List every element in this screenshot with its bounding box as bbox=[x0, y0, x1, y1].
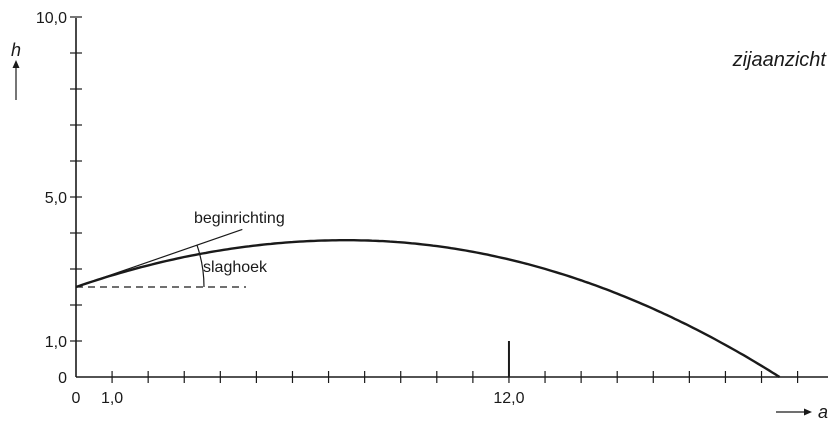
trajectory-curve bbox=[75, 238, 781, 379]
y-tick-label: 1,0 bbox=[45, 334, 67, 351]
y-axis-variable: h bbox=[11, 40, 21, 60]
beginrichting-label: beginrichting bbox=[194, 210, 285, 227]
axes bbox=[12, 18, 828, 416]
y-tick-label: 5,0 bbox=[45, 190, 67, 207]
x-tick-label: 0 bbox=[72, 390, 81, 407]
y-arrow-head bbox=[12, 60, 20, 68]
beginrichting-line bbox=[75, 228, 243, 288]
view-label: zijaanzicht bbox=[732, 49, 828, 71]
slaghoek-label: slaghoek bbox=[203, 259, 268, 276]
x-tick-label: 12,0 bbox=[493, 390, 524, 407]
trajectory-group bbox=[75, 228, 781, 379]
y-tick-label: 0 bbox=[58, 370, 67, 387]
axis-ticks: 0 1,0 5,0 10,0 0 1,0 12,0 bbox=[36, 10, 799, 407]
y-tick-label: 10,0 bbox=[36, 10, 67, 27]
x-axis-variable: a bbox=[818, 402, 828, 422]
x-arrow-head bbox=[804, 408, 812, 416]
x-tick-label: 1,0 bbox=[101, 390, 123, 407]
slaghoek-arc bbox=[196, 245, 205, 288]
